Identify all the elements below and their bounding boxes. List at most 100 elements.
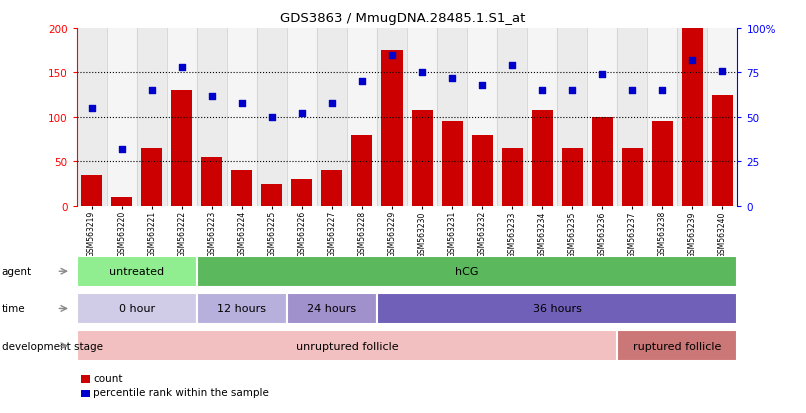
Bar	[652, 122, 673, 206]
Bar	[171, 91, 192, 206]
Text: 24 hours: 24 hours	[307, 304, 356, 314]
Point	[656, 88, 669, 94]
Point	[716, 68, 729, 75]
Bar	[292, 180, 313, 206]
Bar	[532, 111, 553, 206]
Bar	[77, 293, 197, 324]
Bar	[682, 29, 703, 206]
Bar	[708, 29, 737, 206]
Bar	[167, 29, 197, 206]
Point	[686, 57, 699, 64]
Text: GDS3863 / MmugDNA.28485.1.S1_at: GDS3863 / MmugDNA.28485.1.S1_at	[280, 12, 526, 25]
Text: untreated: untreated	[109, 266, 164, 277]
Bar	[442, 122, 463, 206]
Point	[626, 88, 639, 94]
Bar	[261, 184, 282, 206]
Point	[596, 72, 609, 78]
Bar	[588, 29, 617, 206]
Point	[265, 114, 278, 121]
Bar	[257, 29, 287, 206]
Point	[505, 63, 518, 69]
Bar	[171, 91, 192, 206]
Text: unruptured follicle: unruptured follicle	[296, 341, 398, 351]
Point	[235, 100, 248, 107]
Bar	[472, 135, 492, 206]
Bar	[652, 122, 673, 206]
Bar	[77, 330, 617, 361]
Point	[115, 146, 128, 153]
Text: 36 hours: 36 hours	[533, 304, 582, 314]
Bar	[261, 184, 282, 206]
Bar	[141, 149, 162, 206]
Bar	[412, 111, 433, 206]
Point	[566, 88, 579, 94]
Bar	[141, 149, 162, 206]
Bar	[532, 111, 553, 206]
Text: percentile rank within the sample: percentile rank within the sample	[93, 387, 269, 397]
Bar	[231, 171, 252, 206]
Bar	[81, 176, 102, 206]
Bar	[472, 135, 492, 206]
Bar	[317, 29, 347, 206]
Point	[85, 105, 98, 112]
Bar	[592, 118, 613, 206]
Text: ruptured follicle: ruptured follicle	[634, 341, 721, 351]
Point	[476, 83, 488, 89]
Bar	[111, 197, 132, 206]
Bar	[527, 29, 557, 206]
Text: count: count	[93, 373, 123, 383]
Bar	[712, 95, 733, 206]
Bar	[106, 29, 137, 206]
Bar	[562, 149, 583, 206]
Bar	[351, 135, 372, 206]
Bar	[77, 256, 197, 287]
Bar	[377, 293, 737, 324]
Bar	[231, 171, 252, 206]
Bar	[381, 51, 402, 206]
Bar	[322, 171, 343, 206]
Text: agent: agent	[2, 266, 31, 277]
Text: 12 hours: 12 hours	[218, 304, 266, 314]
Bar	[442, 122, 463, 206]
Bar	[226, 29, 257, 206]
Bar	[202, 158, 222, 206]
Bar	[712, 95, 733, 206]
Bar	[351, 135, 372, 206]
Point	[175, 65, 188, 71]
Text: 0 hour: 0 hour	[118, 304, 155, 314]
Bar	[347, 29, 377, 206]
Bar	[197, 256, 737, 287]
Bar	[77, 29, 106, 206]
Bar	[467, 29, 497, 206]
Bar	[677, 29, 708, 206]
Bar	[682, 29, 703, 206]
Bar	[202, 158, 222, 206]
Bar	[197, 29, 226, 206]
Bar	[647, 29, 677, 206]
Bar	[81, 375, 90, 383]
Bar	[381, 51, 402, 206]
Point	[536, 88, 549, 94]
Point	[446, 75, 459, 82]
Point	[326, 100, 339, 107]
Bar	[322, 171, 343, 206]
Bar	[407, 29, 437, 206]
Bar	[81, 176, 102, 206]
Point	[296, 111, 309, 117]
Bar	[111, 197, 132, 206]
Bar	[501, 149, 522, 206]
Bar	[197, 293, 287, 324]
Bar	[497, 29, 527, 206]
Bar	[292, 180, 313, 206]
Bar	[621, 149, 643, 206]
Bar	[592, 118, 613, 206]
Bar	[437, 29, 467, 206]
Point	[206, 93, 218, 100]
Bar	[562, 149, 583, 206]
Bar	[557, 29, 588, 206]
Bar	[287, 293, 377, 324]
Bar	[621, 149, 643, 206]
Point	[385, 52, 398, 59]
Bar	[501, 149, 522, 206]
Bar	[377, 29, 407, 206]
